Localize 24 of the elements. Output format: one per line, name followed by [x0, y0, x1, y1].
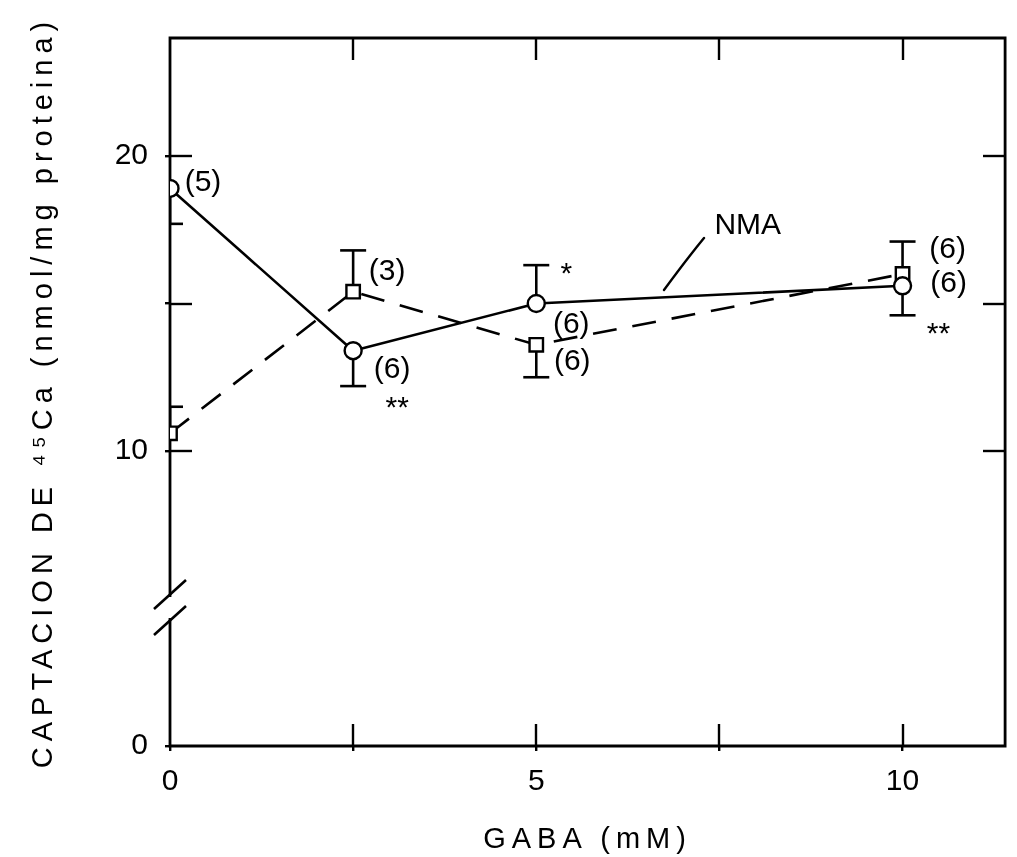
annotation: ** — [385, 389, 410, 423]
annotation: (3) — [368, 252, 406, 286]
annotation: (6) — [929, 231, 966, 264]
annotation: (6) — [552, 305, 590, 339]
x-tick-label: 10 — [885, 763, 920, 797]
y-tick-label: 20 — [114, 137, 148, 171]
point — [343, 341, 363, 361]
y-axis-title: CAPTACION DE ⁴⁵Ca (nmol/mg proteina) — [25, 15, 58, 769]
annotation: ** — [926, 315, 951, 349]
annotation: (5) — [184, 164, 222, 198]
point — [528, 336, 545, 353]
y-tick-label: 10 — [114, 432, 148, 466]
point — [526, 293, 546, 314]
annotation: * — [560, 255, 573, 289]
annotation: (6) — [553, 342, 591, 376]
x-tick-label: 0 — [161, 763, 179, 797]
x-axis-title: GABA (mM) — [483, 822, 692, 854]
point — [892, 276, 913, 296]
x-tick-label: 5 — [527, 763, 545, 797]
annotation: (6) — [930, 264, 967, 298]
point — [345, 283, 362, 300]
y-tick-label: 0 — [131, 727, 148, 761]
series-label: NMA — [714, 207, 782, 241]
annotation: (6) — [373, 350, 411, 384]
